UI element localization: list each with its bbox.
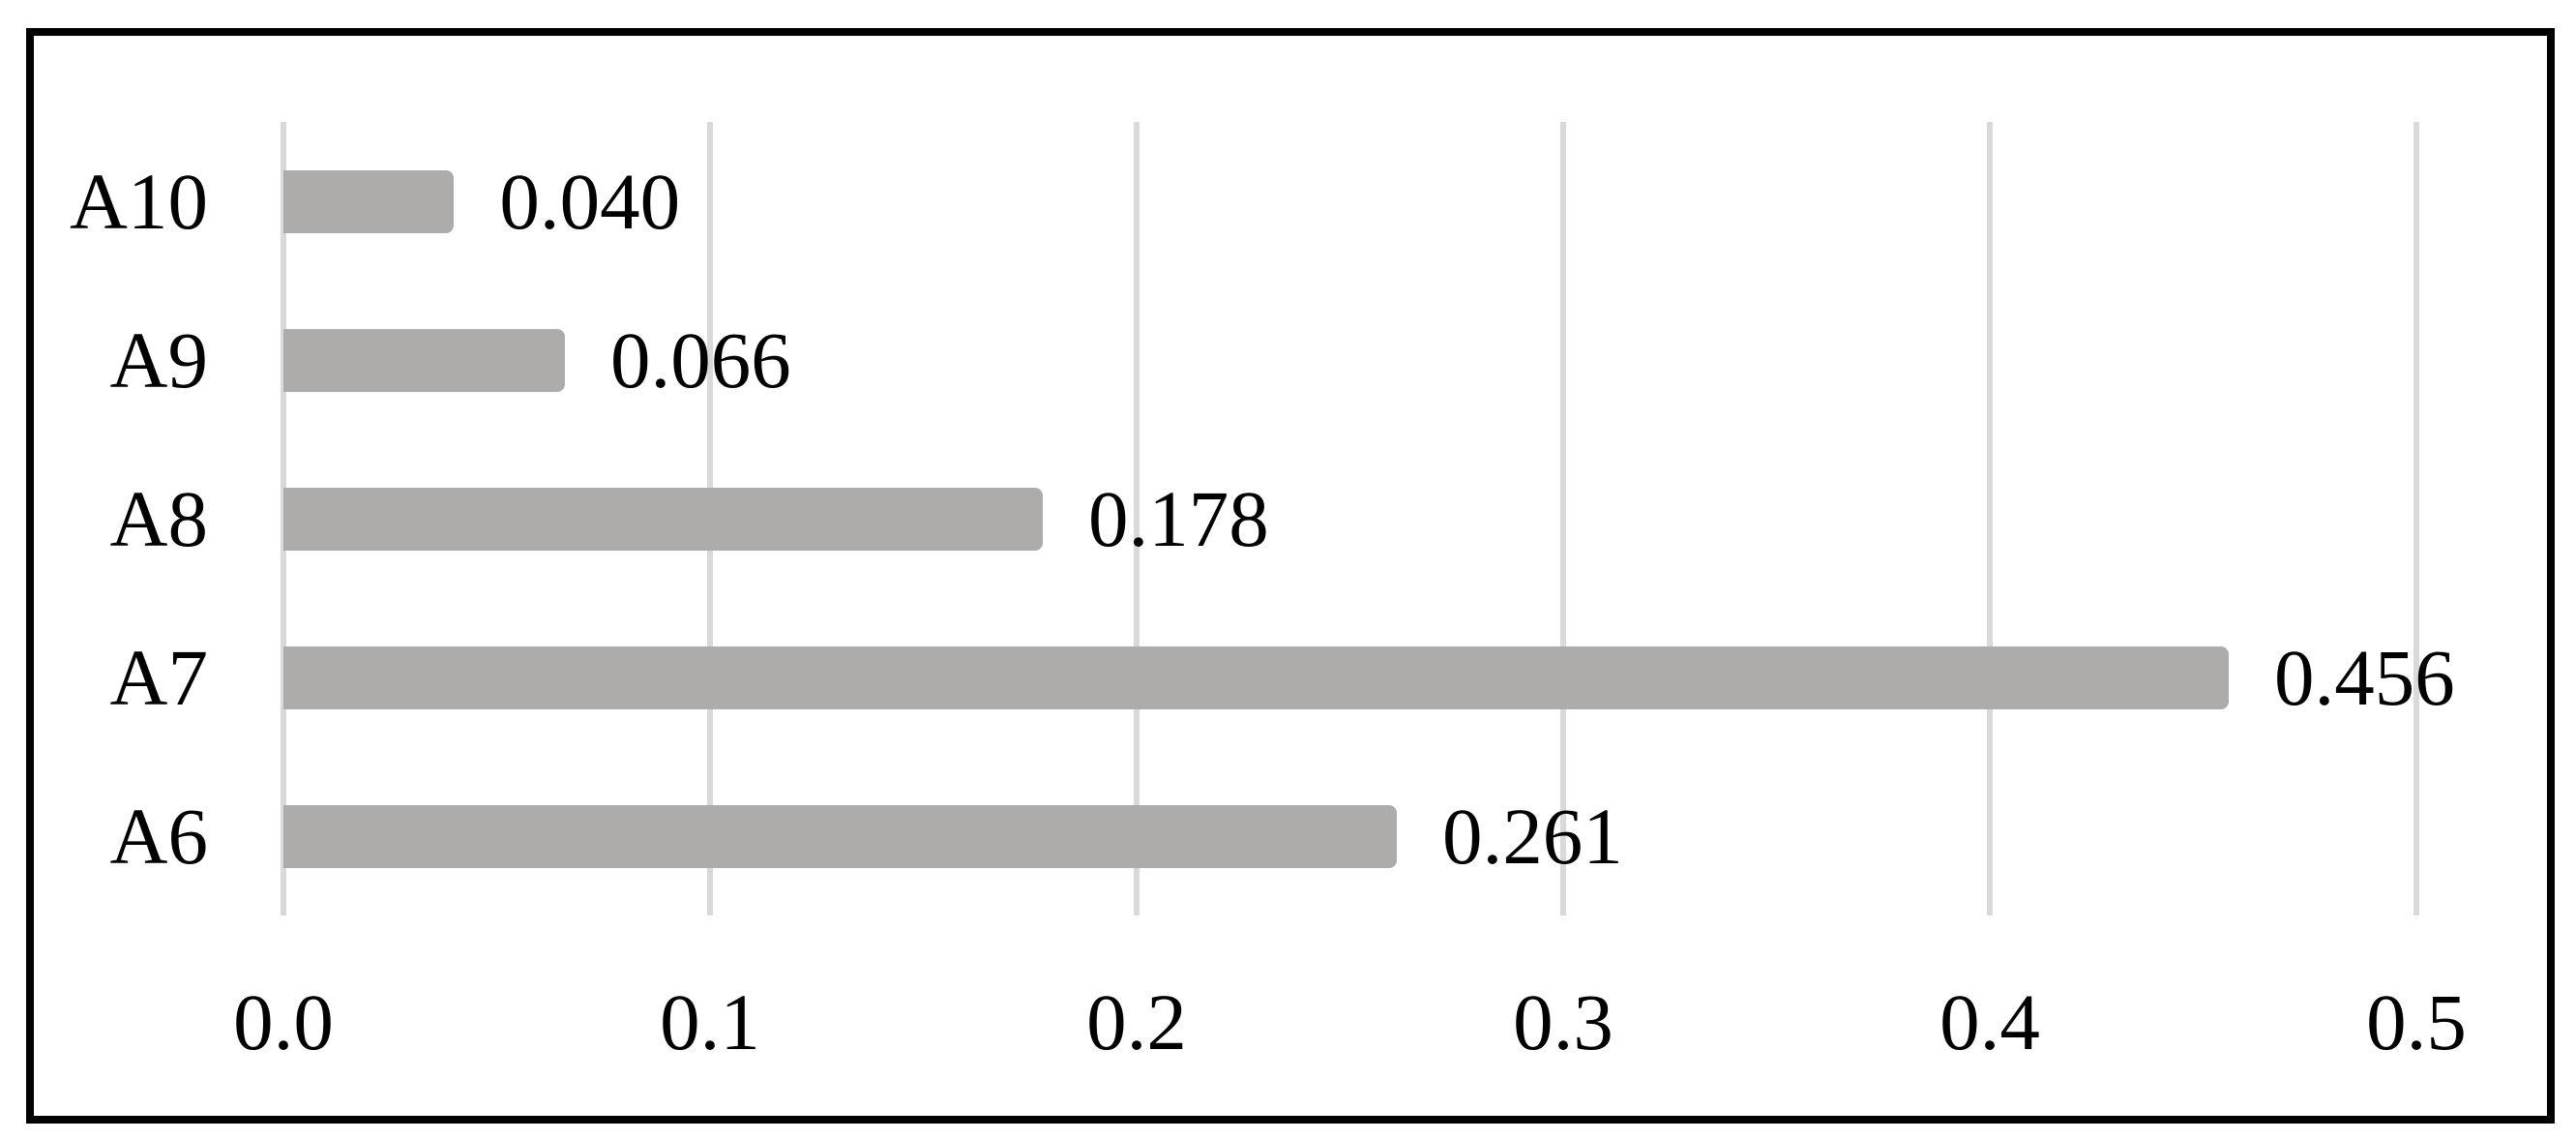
category-label: A6 [109, 792, 208, 881]
gridline [2413, 122, 2419, 915]
data-label: 0.066 [610, 315, 791, 405]
x-axis-tick-label: 0.0 [233, 977, 334, 1066]
category-label: A7 [109, 633, 208, 722]
bar [283, 645, 2229, 709]
category-label: A8 [109, 474, 208, 563]
x-axis-tick-label: 0.1 [660, 977, 760, 1066]
gridline [1560, 122, 1566, 915]
data-label: 0.040 [499, 157, 681, 246]
bar [283, 328, 566, 392]
x-axis-tick-label: 0.3 [1513, 977, 1614, 1066]
bar [283, 169, 455, 233]
x-axis-tick-label: 0.4 [1939, 977, 2040, 1066]
data-label: 0.178 [1087, 474, 1269, 563]
category-label: A9 [109, 315, 208, 405]
gridline [1134, 122, 1140, 915]
data-label: 0.261 [1442, 792, 1623, 881]
bar [283, 487, 1043, 551]
category-label: A10 [70, 157, 208, 246]
x-axis-tick-label: 0.5 [2366, 977, 2467, 1066]
data-label: 0.456 [2273, 633, 2455, 722]
bar [283, 804, 1397, 868]
x-axis-tick-label: 0.2 [1086, 977, 1187, 1066]
gridline [1987, 122, 1993, 915]
